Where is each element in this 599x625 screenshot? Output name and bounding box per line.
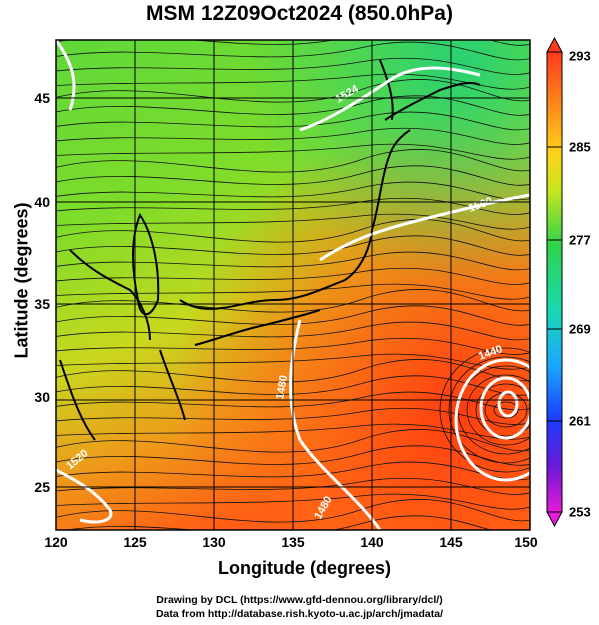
streamline	[56, 499, 530, 523]
x-tick-label: 120	[44, 534, 68, 550]
streamline	[56, 57, 530, 75]
streamline	[64, 515, 492, 530]
map-panel: 1524 1500 1480 1480 1440 1520	[56, 40, 530, 530]
figure-title: MSM 12Z09Oct2024 (850.0hPa)	[146, 2, 453, 25]
colorbar-top-arrow	[546, 36, 563, 53]
streamline	[56, 197, 530, 215]
colorbar-label: 277	[569, 232, 591, 248]
streamline	[56, 73, 530, 90]
streamline	[56, 375, 530, 396]
streamline	[56, 219, 530, 243]
colorbar	[546, 36, 563, 528]
streamline	[56, 235, 530, 256]
streamline	[56, 165, 530, 186]
streamline	[56, 143, 530, 160]
colorbar-body	[546, 51, 563, 513]
x-tick-label: 140	[360, 534, 384, 550]
x-tick-label: 125	[123, 534, 147, 550]
cyclone-streamline	[448, 356, 530, 464]
streamline	[56, 337, 530, 355]
streamline	[56, 429, 530, 453]
streamline	[56, 445, 530, 466]
colorbar-label: 269	[569, 321, 591, 337]
streamline	[56, 407, 530, 425]
streamline	[56, 461, 530, 481]
y-axis-title: Latitude (degrees)	[11, 202, 32, 359]
streamline	[56, 267, 530, 285]
streamline	[56, 423, 530, 440]
credit-line: Data from http://database.rish.kyoto-u.a…	[155, 608, 444, 620]
colorbar-label: 253	[569, 504, 591, 520]
graticule	[56, 40, 530, 530]
coastlines	[59, 59, 481, 441]
cyclone-streamline	[493, 401, 519, 419]
cyclone-streamline	[466, 374, 530, 446]
streamline	[56, 149, 530, 173]
streamline	[56, 79, 530, 103]
streamline	[56, 353, 530, 370]
x-tick-label: 145	[439, 534, 463, 550]
cyclone-streamline	[475, 383, 530, 437]
x-tick-label: 150	[514, 534, 538, 550]
x-tick-label: 135	[281, 534, 305, 550]
streamline	[56, 41, 530, 61]
cyclone-streamline	[439, 347, 530, 473]
colorbar-bottom-arrow	[546, 511, 563, 528]
streamline	[56, 127, 530, 145]
streamline	[56, 321, 530, 341]
streamline	[56, 40, 530, 46]
x-tick-label: 130	[202, 534, 226, 550]
y-tick-label: 35	[34, 296, 50, 312]
plot-frame	[55, 39, 531, 531]
credit-line: Drawing by DCL (https://www.gfd-dennou.o…	[156, 594, 443, 606]
streamline	[56, 359, 530, 383]
streamline	[56, 477, 530, 495]
streamline	[56, 251, 530, 271]
colorbar-label: 285	[569, 139, 591, 155]
streamline	[56, 305, 530, 326]
y-tick-label: 40	[34, 194, 50, 210]
y-tick-label: 30	[34, 389, 50, 405]
contour-label: 1480	[274, 374, 290, 400]
streamline	[56, 181, 530, 201]
y-tick-label: 25	[34, 479, 50, 495]
colorbar-label: 293	[569, 48, 591, 64]
x-axis-title: Longitude (degrees)	[217, 558, 391, 578]
y-tick-label: 45	[34, 90, 50, 106]
colorbar-label: 261	[569, 413, 591, 429]
streamline	[56, 111, 530, 131]
